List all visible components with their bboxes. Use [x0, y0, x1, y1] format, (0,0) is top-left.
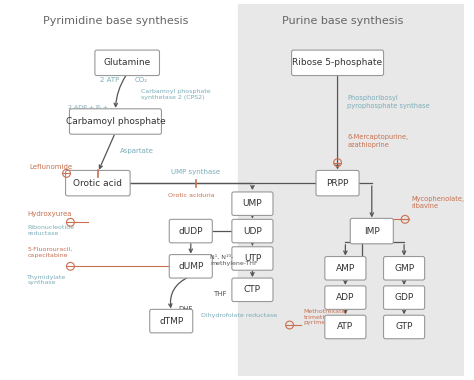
FancyBboxPatch shape	[232, 192, 273, 215]
Text: GDP: GDP	[394, 293, 414, 302]
Text: Leflunomide: Leflunomide	[29, 163, 73, 169]
Text: Dihydrofolate reductase: Dihydrofolate reductase	[201, 313, 277, 318]
Text: ADP: ADP	[336, 293, 355, 302]
Text: Glutamine: Glutamine	[103, 58, 151, 67]
FancyBboxPatch shape	[325, 315, 366, 339]
FancyBboxPatch shape	[169, 219, 212, 243]
Text: IMP: IMP	[364, 226, 380, 236]
Text: CO₂: CO₂	[135, 78, 148, 84]
FancyBboxPatch shape	[383, 286, 425, 309]
Text: glutamate: glutamate	[75, 112, 108, 117]
FancyBboxPatch shape	[232, 219, 273, 243]
Text: Carbamoyl phosphate: Carbamoyl phosphate	[65, 117, 165, 126]
Text: GTP: GTP	[395, 323, 413, 331]
FancyBboxPatch shape	[383, 256, 425, 280]
Text: Thymidylate
synthase: Thymidylate synthase	[27, 275, 67, 285]
Text: Phosphoribosyl
pyrophosphate synthase: Phosphoribosyl pyrophosphate synthase	[347, 95, 430, 109]
FancyBboxPatch shape	[232, 247, 273, 270]
Text: 6-Mercaptopurine,
azathioprine: 6-Mercaptopurine, azathioprine	[347, 134, 409, 148]
FancyBboxPatch shape	[383, 315, 425, 339]
Text: Orotic aciduria: Orotic aciduria	[167, 193, 214, 198]
Text: Aspartate: Aspartate	[120, 148, 154, 154]
Text: Purine base synthesis: Purine base synthesis	[282, 16, 403, 26]
FancyBboxPatch shape	[95, 50, 159, 76]
Text: dUDP: dUDP	[179, 226, 203, 236]
Text: PRPP: PRPP	[327, 179, 349, 188]
Text: dUMP: dUMP	[178, 262, 203, 271]
FancyBboxPatch shape	[232, 278, 273, 302]
Text: Methotrexate,
trimethoprim,
pyrimethamine: Methotrexate, trimethoprim, pyrimethamin…	[303, 309, 352, 326]
Text: ATP: ATP	[337, 323, 354, 331]
FancyBboxPatch shape	[65, 171, 130, 196]
Text: Ribonucleotide
reductase: Ribonucleotide reductase	[27, 225, 74, 236]
Text: 2 ADP + Pᵢ +: 2 ADP + Pᵢ +	[68, 105, 108, 110]
Text: dTMP: dTMP	[159, 317, 183, 326]
Text: Pyrimidine base synthesis: Pyrimidine base synthesis	[43, 16, 188, 26]
Text: N¹, N¹⁰-
methylene-THF: N¹, N¹⁰- methylene-THF	[210, 255, 258, 266]
Text: UMP: UMP	[243, 199, 262, 208]
Text: AMP: AMP	[336, 264, 355, 273]
Text: UDP: UDP	[243, 226, 262, 236]
Text: DHF: DHF	[178, 306, 193, 312]
Text: THF: THF	[213, 291, 227, 297]
Bar	[238, 4, 464, 376]
FancyBboxPatch shape	[325, 256, 366, 280]
Text: 5-Fluorouracil,
capecitabine: 5-Fluorouracil, capecitabine	[27, 247, 73, 258]
Text: UMP synthase: UMP synthase	[171, 169, 220, 175]
FancyBboxPatch shape	[70, 109, 162, 134]
Text: Carbamoyl phosphate
synthetase 2 (CPS2): Carbamoyl phosphate synthetase 2 (CPS2)	[141, 89, 210, 100]
FancyBboxPatch shape	[350, 218, 393, 244]
FancyBboxPatch shape	[169, 255, 212, 278]
Text: Ribose 5-phosphate: Ribose 5-phosphate	[292, 58, 383, 67]
Text: CTP: CTP	[244, 285, 261, 294]
Text: Orotic acid: Orotic acid	[73, 179, 122, 188]
FancyBboxPatch shape	[316, 171, 359, 196]
FancyBboxPatch shape	[325, 286, 366, 309]
FancyBboxPatch shape	[150, 309, 193, 333]
Text: GMP: GMP	[394, 264, 414, 273]
FancyBboxPatch shape	[292, 50, 383, 76]
Text: Hydroxyurea: Hydroxyurea	[27, 211, 72, 217]
Text: 2 ATP: 2 ATP	[100, 78, 119, 84]
Text: Mycophenolate,
ribavine: Mycophenolate, ribavine	[411, 196, 464, 209]
Text: UTP: UTP	[244, 254, 261, 263]
